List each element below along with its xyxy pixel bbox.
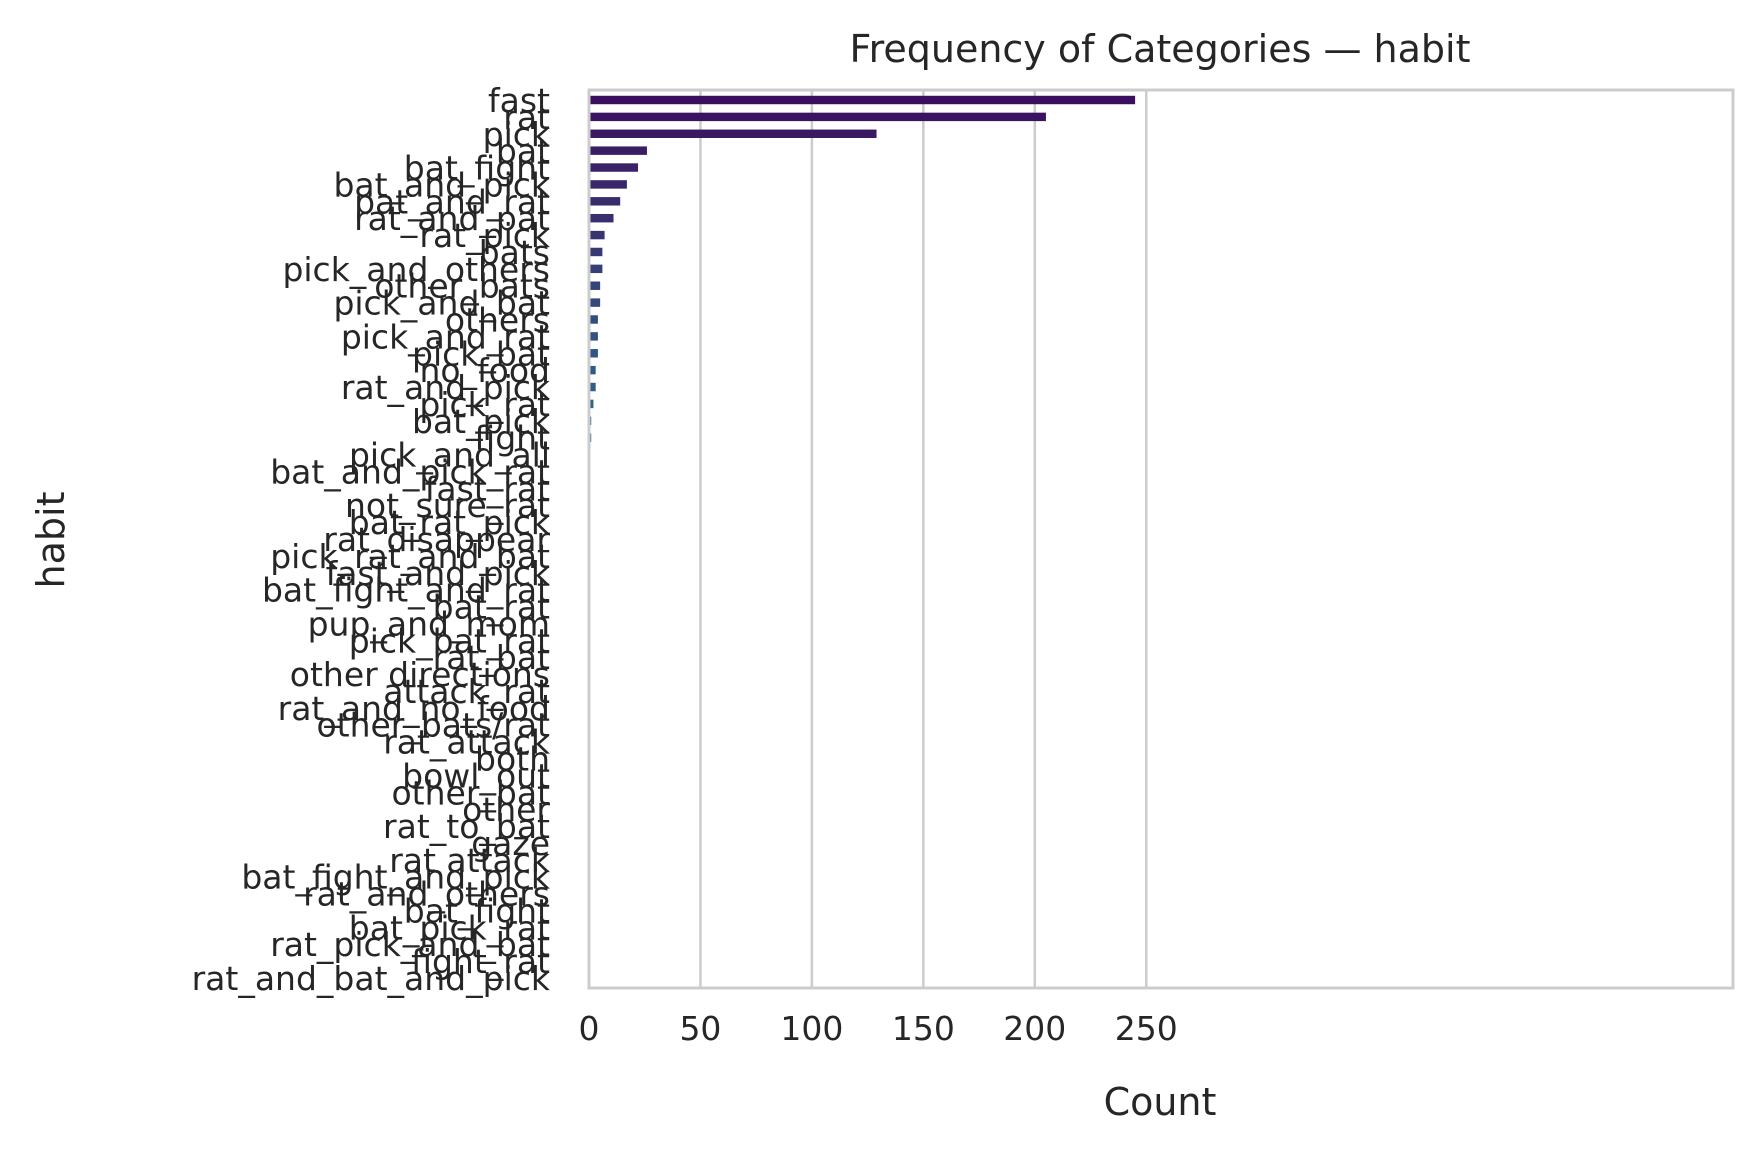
- y-tick-label: both: [475, 740, 550, 779]
- y-tick-label: fast: [488, 81, 550, 120]
- bar-pat-and-rat: [589, 197, 621, 206]
- y-tick-label: bat_and_pick_rat: [270, 452, 550, 491]
- y-tick-label: rat_pick: [419, 216, 550, 255]
- y-tick-label: bowl_out: [402, 756, 550, 795]
- x-tick-labels: 0 50 100 150 200 250: [579, 1009, 1178, 1048]
- y-tick-label: bat_rat: [433, 588, 550, 627]
- bar-pick: [589, 129, 877, 138]
- y-tick-label: pick_rat: [419, 385, 550, 424]
- y-tick-label: fast_and_pick: [326, 554, 551, 593]
- y-tick-label: pick_and_bat: [333, 284, 550, 323]
- bar-bat-fight: [589, 163, 639, 172]
- x-tick-label: 0: [579, 1009, 600, 1048]
- y-tick-label: pick_bat: [412, 334, 550, 373]
- y-tick-label: fight: [474, 419, 550, 458]
- y-axis-label: habit: [29, 492, 73, 589]
- y-tick-label: rat_attack: [383, 723, 551, 762]
- bar-others: [589, 315, 598, 324]
- y-tick-label: rat_disappear: [323, 520, 550, 559]
- y-tick-label: bats: [479, 233, 550, 272]
- x-tick-label: 100: [780, 1009, 843, 1048]
- y-tick-label: attack_rat: [383, 672, 550, 711]
- y-tick-label: rat_and_no_food: [278, 689, 550, 728]
- bar-pick-and-others: [589, 264, 603, 274]
- bar-pick-rat: [589, 399, 594, 409]
- bar-rat-and-pat: [589, 213, 614, 223]
- y-tick-label: pick_rat_and_bat: [270, 537, 550, 576]
- y-tick-label: bat_fight: [404, 149, 550, 188]
- y-tick-label: other_bats: [374, 267, 550, 306]
- x-axis-label: Count: [1104, 1080, 1217, 1124]
- y-tick-label: rat_and_pick: [341, 368, 551, 407]
- x-tick-label: 50: [679, 1009, 721, 1048]
- grid-lines: [699, 90, 1148, 988]
- y-tick-label: bat_fight: [404, 891, 550, 930]
- y-tick-label: bat_fight_and_rat: [262, 571, 550, 610]
- bar-pick-and-rat: [589, 332, 598, 341]
- y-tick-label: rat_and_pat: [354, 199, 550, 238]
- bar-bat: [589, 146, 647, 155]
- bar-other-bats: [589, 281, 601, 290]
- y-tick-label: pick_and_rat: [341, 317, 550, 356]
- y-category-labels: fastratpickbatbat_fightbat_and_pickpat_a…: [192, 81, 551, 998]
- bar-pick-and-bat: [589, 298, 601, 307]
- y-tick-label: bat: [496, 132, 550, 171]
- y-tick-label: pick_and_others: [282, 250, 550, 289]
- bars-group: [589, 95, 1136, 442]
- bar-rat: [589, 112, 1046, 122]
- y-tick-label: other_bats/rat: [316, 706, 550, 745]
- y-tick-label: other_bat: [391, 773, 550, 812]
- y-tick-label: rat_pick_and_bat: [270, 925, 550, 964]
- y-tick-label: no_food: [419, 351, 550, 390]
- y-tick-label: rat_bat: [433, 638, 550, 677]
- y-tick-label: others: [445, 301, 550, 340]
- y-tick-label: rat_and_bat_and_pick: [192, 959, 551, 998]
- y-tick-label: not_sure_rat: [345, 486, 550, 525]
- y-tick-label: pup_and_mom: [308, 604, 550, 643]
- y-tick-label: pick: [483, 115, 551, 154]
- y-tick-label: other: [462, 790, 550, 829]
- y-tick-label: gaze: [471, 824, 550, 863]
- bar-rat-and-pick: [589, 382, 596, 392]
- y-tick-label: rat_to_bat: [383, 807, 550, 846]
- bar-rat-pick: [589, 230, 605, 240]
- y-tick-label: rat attack: [389, 841, 551, 880]
- y-tick-label: rat: [503, 98, 550, 137]
- x-tick-label: 150: [892, 1009, 955, 1048]
- y-tick-label: pick_and_all: [349, 436, 550, 475]
- x-tick-label: 200: [1003, 1009, 1066, 1048]
- y-tick-label: other directions: [290, 655, 550, 694]
- bar-fast: [589, 95, 1136, 105]
- y-tick-label: bat_pick_rat: [349, 908, 550, 947]
- y-tick-label: pat_and_rat: [354, 182, 550, 221]
- y-tick-label: fight_rat: [411, 942, 550, 981]
- x-tick-label: 250: [1115, 1009, 1178, 1048]
- y-tick-label: bat_and_pick: [333, 165, 550, 204]
- bar-bat-and-pick: [589, 180, 627, 189]
- bar-no-food: [589, 365, 596, 375]
- bar-pick-bat: [589, 349, 598, 358]
- y-tick-label: bat_pick: [412, 402, 551, 441]
- y-tick-label: bat_rat_pick: [349, 503, 551, 542]
- y-tick-label: rat_and_others: [303, 875, 550, 914]
- plot-frame: [587, 88, 1735, 990]
- bar-bats: [589, 247, 603, 257]
- chart-title: Frequency of Categories — habit: [849, 27, 1470, 71]
- y-tick-label: bat_fight_and_pick: [241, 858, 551, 897]
- y-tick-label: pick_bat_rat: [349, 621, 550, 660]
- y-tick-label: fast_rat: [425, 469, 550, 508]
